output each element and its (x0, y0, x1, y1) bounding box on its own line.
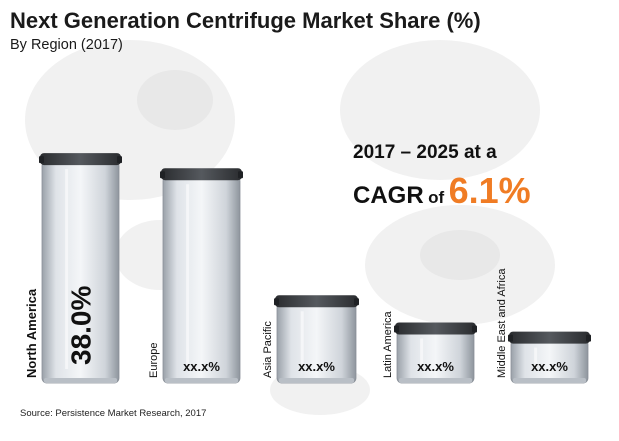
bar-cap-handle-right (472, 325, 477, 333)
bar (162, 175, 241, 384)
cagr-line: CAGR of 6.1% (353, 170, 531, 212)
bar-value-label: 38.0% (66, 286, 97, 365)
category-label: Middle East and Africa (496, 268, 508, 378)
bars-group: 38.0% North America xx.x% Europe xx.x% Asia P… (24, 153, 591, 384)
bar-base (513, 378, 586, 383)
cagr-label: CAGR (353, 182, 424, 209)
category-label: Asia Pacific (262, 321, 274, 378)
bar-cap-handle-right (586, 334, 591, 342)
bar-value-label: xx.x% (531, 359, 568, 374)
bar-highlight (65, 169, 69, 369)
bar-value-label: xx.x% (298, 359, 335, 374)
bar-cap-handle-left (160, 171, 165, 179)
bar-cap-handle-left (394, 325, 399, 333)
bar-cap (509, 331, 590, 344)
bar (396, 330, 475, 384)
bar-cap (395, 322, 476, 335)
bar-cap (275, 295, 358, 308)
bar-cap-handle-left (508, 334, 513, 342)
bar-cap-handle-left (274, 298, 279, 306)
bar-base (165, 378, 238, 383)
bar-cap (40, 153, 121, 166)
category-label: Latin America (382, 310, 394, 378)
category-label: North America (24, 288, 39, 378)
cagr-value: 6.1% (448, 170, 531, 211)
bar-highlight (534, 347, 538, 369)
cagr-of: of (428, 188, 445, 207)
bar-highlight (186, 184, 190, 369)
chart-subtitle: By Region (2017) (10, 37, 123, 53)
bar-highlight (420, 338, 424, 369)
bar-base (399, 378, 472, 383)
bar-cap-handle-right (354, 298, 359, 306)
bar-cap-handle-left (39, 156, 44, 164)
category-label: Europe (148, 343, 160, 378)
bar-cap-handle-right (117, 156, 122, 164)
bar-value-label: xx.x% (417, 359, 454, 374)
bar-cap-handle-right (238, 171, 243, 179)
source-note: Source: Persistence Market Research, 201… (20, 408, 207, 419)
bar-highlight (300, 311, 304, 369)
bar-value-label: xx.x% (183, 359, 220, 374)
bar-base (44, 378, 117, 383)
bar-cap (161, 168, 242, 181)
chart-title: Next Generation Centrifuge Market Share … (10, 8, 481, 33)
cagr-period: 2017 – 2025 at a (353, 142, 497, 163)
bar-base (279, 378, 354, 383)
